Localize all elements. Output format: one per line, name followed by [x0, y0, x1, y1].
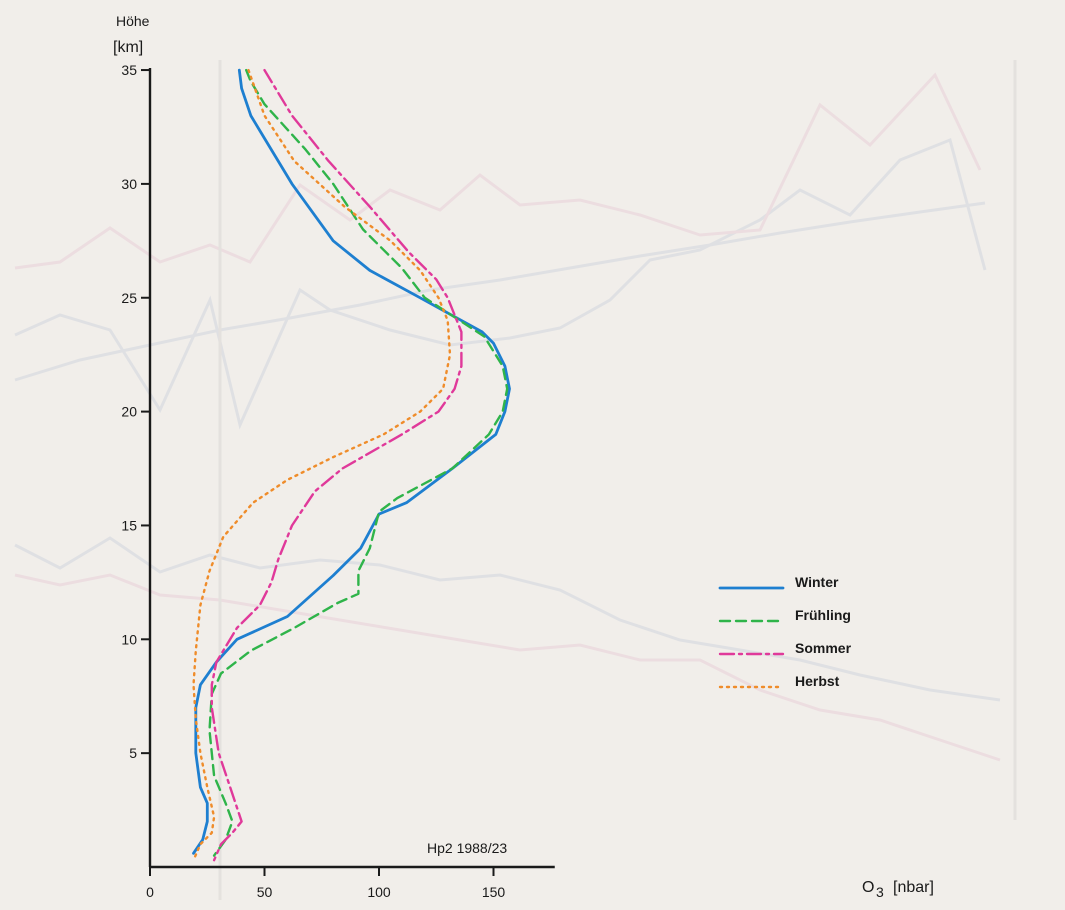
caption: Hp2 1988/23 [427, 840, 507, 856]
series-layer [192, 68, 511, 862]
legend: Winter Frühling Sommer Herbst [718, 574, 852, 689]
legend-label: Winter [795, 574, 839, 590]
series-line-frhling [208, 68, 509, 857]
legend-label: Sommer [795, 640, 852, 656]
x-tick-label: 0 [146, 884, 154, 900]
legend-label: Frühling [795, 607, 851, 623]
series-line-winter [192, 68, 511, 855]
y-tick-label: 20 [121, 404, 137, 420]
x-tick-label: 50 [257, 884, 273, 900]
y-tick-label: 5 [129, 745, 137, 761]
bleed-line-4 [14, 573, 1001, 762]
bleed-line-1 [14, 137, 987, 430]
x-axis-title: O 3 [nbar] [862, 879, 934, 900]
y-axis-title: Höhe [116, 13, 150, 29]
axes: 5 10 15 20 25 30 35 0 50 100 150 [121, 62, 555, 900]
x-axis-subscript: 3 [876, 884, 884, 900]
x-axis-symbol: O [862, 879, 874, 896]
y-tick-label: 15 [121, 517, 137, 533]
bleed-line-2 [14, 72, 982, 270]
series-line-sommer [210, 68, 463, 862]
y-tick-label: 35 [121, 62, 137, 78]
legend-label: Herbst [795, 673, 840, 689]
background-bleed-through [14, 60, 1017, 900]
bleed-line-3 [14, 536, 1001, 702]
x-axis-unit: [nbar] [893, 879, 934, 896]
series-line-herbst [192, 68, 452, 862]
y-axis-unit: [km] [113, 39, 143, 56]
y-tick-label: 30 [121, 176, 137, 192]
x-tick-label: 150 [482, 884, 506, 900]
y-tick-label: 25 [121, 290, 137, 306]
y-tick-label: 10 [121, 631, 137, 647]
x-tick-label: 100 [367, 884, 391, 900]
bleed-line-5 [14, 201, 986, 382]
